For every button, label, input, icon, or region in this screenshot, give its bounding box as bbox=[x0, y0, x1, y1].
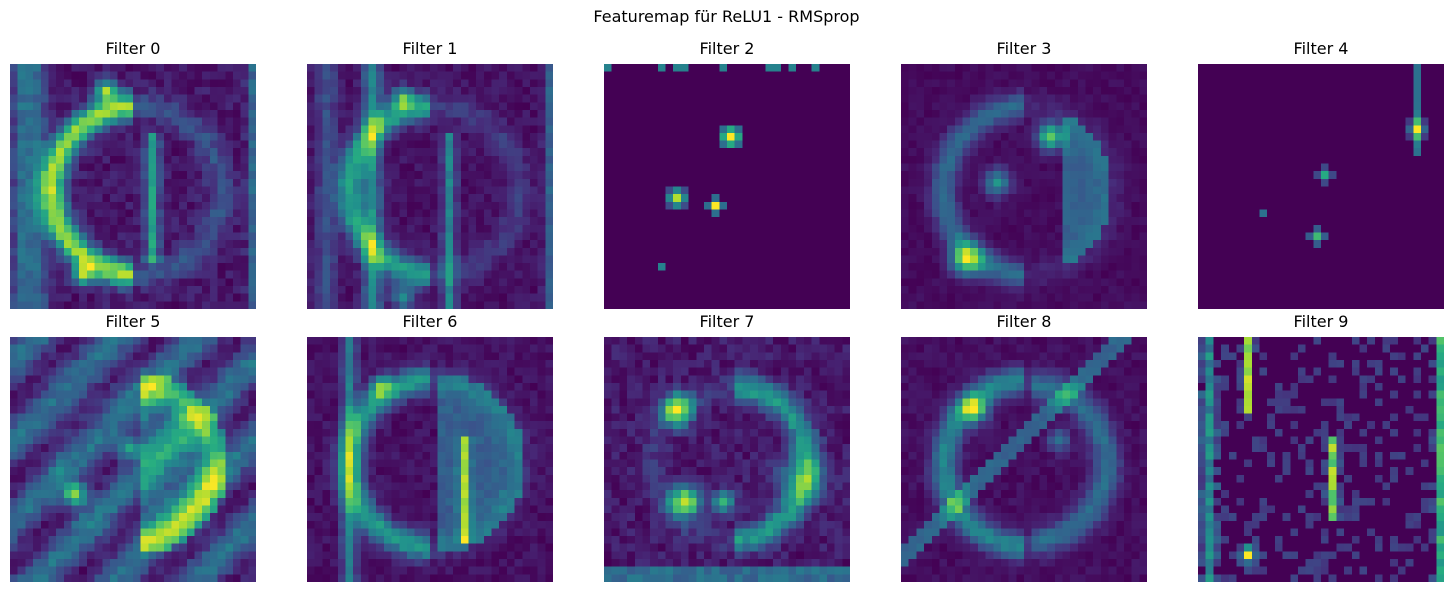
filter-title-5: Filter 5 bbox=[105, 312, 161, 331]
figure-suptitle: Featuremap für ReLU1 - RMSprop bbox=[593, 7, 860, 26]
filter-panel-5: Filter 5 bbox=[10, 310, 256, 582]
filter-panel-2: Filter 2 bbox=[604, 37, 850, 309]
filter-panel-8: Filter 8 bbox=[901, 310, 1147, 582]
filter-panel-0: Filter 0 bbox=[10, 37, 256, 309]
feature-map-8 bbox=[901, 337, 1147, 582]
feature-map-9 bbox=[1198, 337, 1444, 582]
filter-title-7: Filter 7 bbox=[699, 312, 755, 331]
filter-panel-7: Filter 7 bbox=[604, 310, 850, 582]
filter-title-6: Filter 6 bbox=[402, 312, 458, 331]
filter-panel-3: Filter 3 bbox=[901, 37, 1147, 309]
filter-panel-9: Filter 9 bbox=[1198, 310, 1444, 582]
feature-map-1 bbox=[307, 64, 553, 309]
feature-map-6 bbox=[307, 337, 553, 582]
filter-panel-4: Filter 4 bbox=[1198, 37, 1444, 309]
feature-map-2 bbox=[604, 64, 850, 309]
feature-map-0 bbox=[10, 64, 256, 309]
filter-title-9: Filter 9 bbox=[1293, 312, 1349, 331]
filter-panel-6: Filter 6 bbox=[307, 310, 553, 582]
filter-panel-1: Filter 1 bbox=[307, 37, 553, 309]
feature-map-7 bbox=[604, 337, 850, 582]
feature-map-3 bbox=[901, 64, 1147, 309]
filter-title-2: Filter 2 bbox=[699, 39, 755, 58]
filter-title-8: Filter 8 bbox=[996, 312, 1052, 331]
feature-map-4 bbox=[1198, 64, 1444, 309]
filter-title-0: Filter 0 bbox=[105, 39, 161, 58]
filter-title-3: Filter 3 bbox=[996, 39, 1052, 58]
filter-title-4: Filter 4 bbox=[1293, 39, 1349, 58]
filter-title-1: Filter 1 bbox=[402, 39, 458, 58]
feature-map-5 bbox=[10, 337, 256, 582]
